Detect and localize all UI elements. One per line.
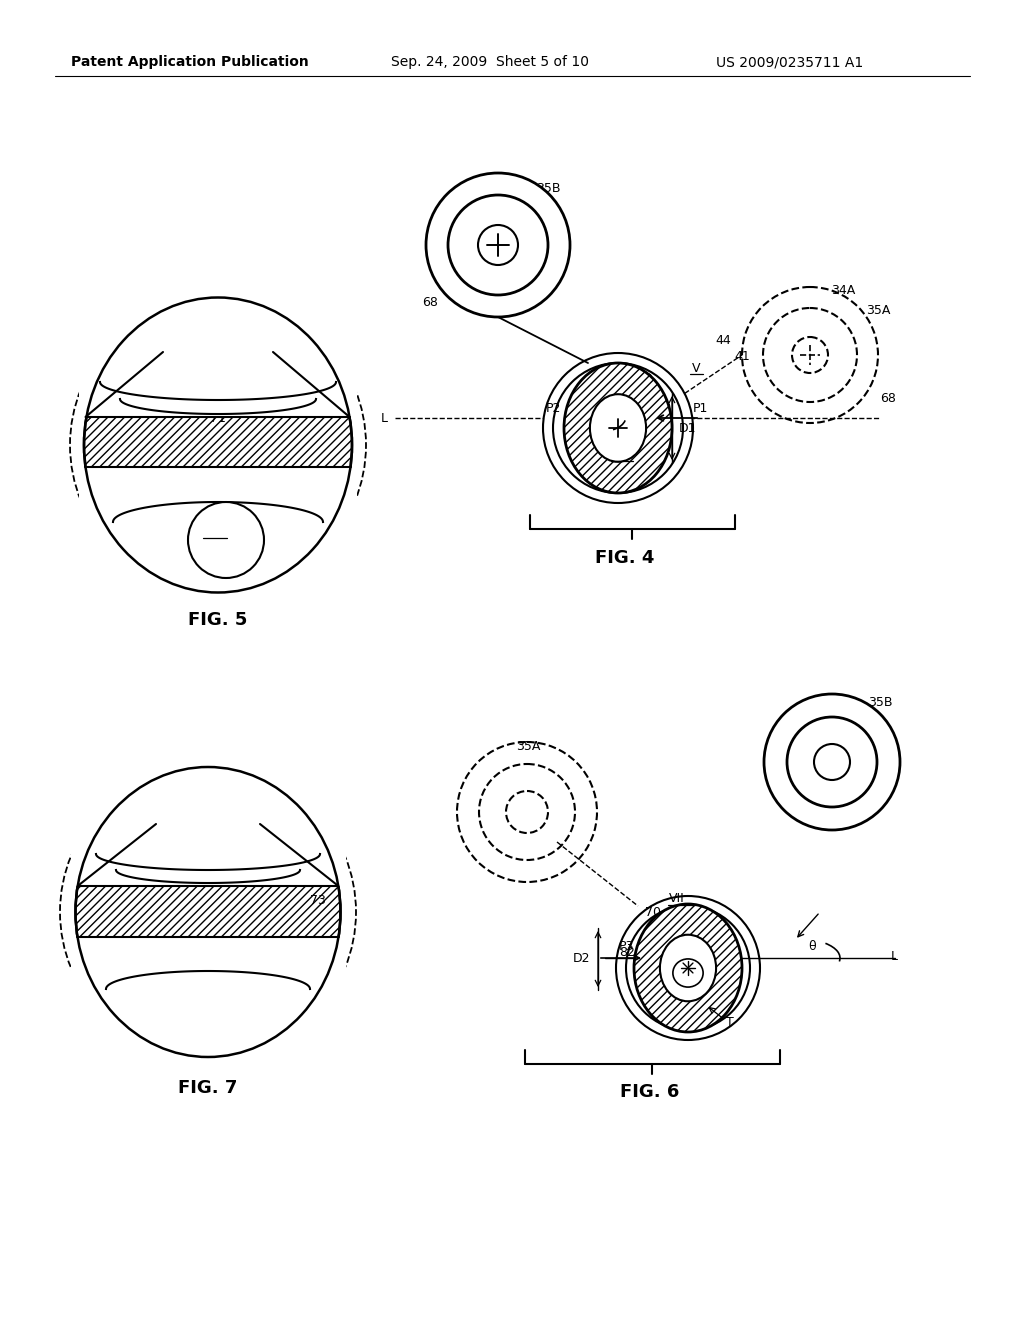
Text: θ: θ <box>808 940 816 953</box>
Circle shape <box>426 173 570 317</box>
Text: 78: 78 <box>664 1011 680 1024</box>
Text: 45: 45 <box>455 264 471 276</box>
Circle shape <box>188 502 264 578</box>
Text: 70: 70 <box>260 331 276 345</box>
Text: 70: 70 <box>96 821 112 834</box>
Text: 38: 38 <box>652 991 668 1005</box>
Text: 44: 44 <box>715 334 731 346</box>
Text: D1: D1 <box>679 421 696 434</box>
Text: FIG. 7: FIG. 7 <box>178 1078 238 1097</box>
Text: 70: 70 <box>645 906 662 919</box>
Text: FIG. 5: FIG. 5 <box>188 611 248 630</box>
Text: 68: 68 <box>422 296 438 309</box>
Text: 82: 82 <box>620 945 635 958</box>
Circle shape <box>478 224 518 265</box>
Bar <box>79 467 357 598</box>
Ellipse shape <box>634 904 742 1032</box>
Circle shape <box>616 896 760 1040</box>
Text: P2: P2 <box>546 401 561 414</box>
Text: US 2009/0235711 A1: US 2009/0235711 A1 <box>717 55 863 69</box>
Text: 73: 73 <box>310 894 326 907</box>
Text: FIG. 4: FIG. 4 <box>595 549 654 568</box>
Text: 75: 75 <box>240 846 256 858</box>
Bar <box>71 762 345 886</box>
Text: 35A: 35A <box>516 739 541 752</box>
Ellipse shape <box>84 297 352 593</box>
Text: 82: 82 <box>565 429 581 441</box>
Circle shape <box>626 906 750 1030</box>
Text: 38: 38 <box>140 995 156 1008</box>
Circle shape <box>787 717 877 807</box>
Text: VII: VII <box>669 891 685 904</box>
Text: 83: 83 <box>207 525 223 539</box>
Ellipse shape <box>76 767 341 1057</box>
Text: 72: 72 <box>167 301 183 314</box>
Text: D: D <box>643 371 653 384</box>
Ellipse shape <box>590 395 646 462</box>
Text: V: V <box>692 362 700 375</box>
Text: 34B: 34B <box>480 174 504 187</box>
Circle shape <box>764 694 900 830</box>
Text: P1: P1 <box>692 401 708 414</box>
Text: 38: 38 <box>102 368 118 381</box>
Text: P3: P3 <box>618 940 634 953</box>
Text: L: L <box>381 412 388 425</box>
Text: Patent Application Publication: Patent Application Publication <box>71 55 309 69</box>
Circle shape <box>543 352 693 503</box>
Text: FIG. 6: FIG. 6 <box>621 1082 680 1101</box>
Circle shape <box>814 744 850 780</box>
Text: 83: 83 <box>614 449 630 462</box>
Text: L: L <box>891 949 898 962</box>
Text: P4: P4 <box>705 928 720 941</box>
Ellipse shape <box>659 935 716 1002</box>
Text: 82: 82 <box>100 541 116 554</box>
Text: P: P <box>663 401 670 414</box>
Text: 35A: 35A <box>866 304 890 317</box>
Text: θ: θ <box>608 400 615 413</box>
Text: 34A: 34A <box>830 284 855 297</box>
Text: 35B: 35B <box>867 696 892 709</box>
Text: 73: 73 <box>150 326 165 339</box>
Circle shape <box>553 363 683 492</box>
Text: T: T <box>726 1015 734 1028</box>
Text: 29: 29 <box>544 238 560 251</box>
Ellipse shape <box>564 363 672 492</box>
Bar <box>71 937 345 1063</box>
Text: 71: 71 <box>210 412 226 425</box>
Text: 41: 41 <box>734 350 750 363</box>
Bar <box>79 293 357 417</box>
Text: 74: 74 <box>164 842 180 854</box>
Circle shape <box>449 195 548 294</box>
Text: Sep. 24, 2009  Sheet 5 of 10: Sep. 24, 2009 Sheet 5 of 10 <box>391 55 589 69</box>
Ellipse shape <box>673 958 703 987</box>
Text: D2: D2 <box>572 952 590 965</box>
Text: 68: 68 <box>880 392 896 404</box>
Text: 35B: 35B <box>536 181 560 194</box>
Text: 38: 38 <box>612 466 628 479</box>
